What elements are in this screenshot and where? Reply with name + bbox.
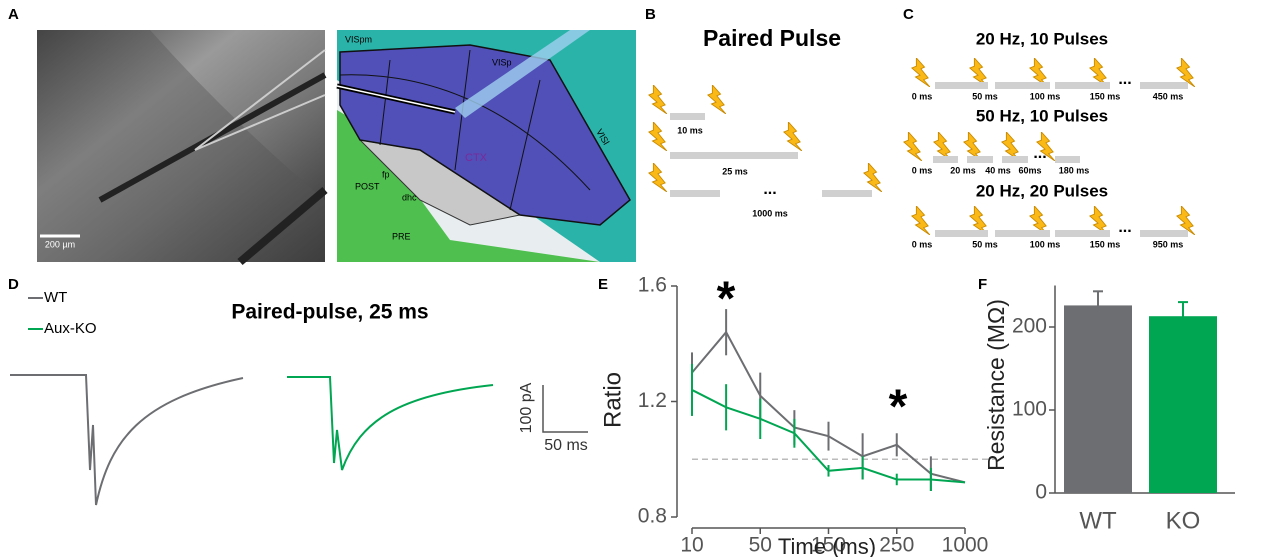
stimulus: [708, 85, 726, 114]
region-label: fp: [382, 169, 390, 179]
panel-label: F: [978, 276, 987, 293]
stimulus: [904, 132, 922, 161]
time-label: 100 ms: [1030, 239, 1061, 249]
interval-bar: [1055, 156, 1080, 163]
bar: [1149, 316, 1217, 493]
y-axis-label: Ratio: [599, 372, 626, 428]
trace: [287, 377, 493, 470]
region-label: CTX: [465, 152, 488, 164]
time-label: 50 ms: [972, 91, 998, 101]
time-label: 100 ms: [1030, 91, 1061, 101]
scale-label: 50 ms: [544, 437, 588, 454]
interval-bar: [670, 113, 705, 120]
x-axis-label: Time (ms): [778, 534, 876, 557]
page: A B C D E F 200 µm VISpm VISp VISl CTX P…: [0, 0, 1280, 557]
interval-bar: [933, 156, 958, 163]
time-label: 60ms: [1018, 165, 1041, 175]
time-label: 150 ms: [1090, 91, 1121, 101]
x-tick-label: WT: [1079, 507, 1117, 534]
stimulus: [649, 163, 667, 192]
y-tick-label: 0.8: [638, 505, 667, 528]
interval-bar: [1055, 82, 1110, 89]
interval-bar: [822, 190, 872, 197]
y-tick-label: 1.2: [638, 389, 667, 412]
y-tick-label: 200: [1012, 315, 1047, 338]
x-tick-label: KO: [1166, 507, 1201, 534]
panel-a: 200 µm VISpm VISp VISl CTX POST PRE dhc …: [37, 30, 636, 262]
interval-bar: [1055, 230, 1110, 237]
time-label: 20 ms: [950, 165, 976, 175]
interval-bar: [1140, 82, 1188, 89]
interval-bar: [670, 190, 720, 197]
interval-bar: [1140, 230, 1188, 237]
interval-bar: [995, 82, 1050, 89]
region-label: VISpm: [345, 34, 372, 44]
panel-d: WT Aux-KO Paired-pulse, 25 ms 100 pA 50 …: [10, 289, 588, 505]
train-title: 20 Hz, 10 Pulses: [976, 29, 1108, 48]
stimulus: [864, 163, 882, 192]
significance: *: [889, 381, 908, 434]
legend-label: WT: [44, 289, 67, 306]
panel-label: D: [8, 276, 19, 293]
interval-bar: [967, 156, 993, 163]
x-tick-label: 10: [680, 534, 703, 557]
interval-label: 10 ms: [677, 125, 703, 135]
scale-bar: [543, 385, 588, 432]
panel-label: A: [8, 6, 19, 23]
stimulus: [784, 122, 802, 151]
ellipsis: ...: [763, 181, 776, 198]
interval-bar: [670, 152, 798, 159]
stimulus: [912, 58, 930, 87]
train-title: 20 Hz, 20 Pulses: [976, 181, 1108, 200]
panel-label: E: [598, 276, 608, 293]
x-tick-label: 50: [749, 534, 772, 557]
time-label: 50 ms: [972, 239, 998, 249]
time-label: 40 ms: [985, 165, 1011, 175]
scale-label: 100 pA: [518, 382, 535, 433]
region-label: POST: [355, 181, 380, 191]
panel-label: C: [903, 6, 914, 23]
time-label: 0 ms: [912, 239, 933, 249]
y-tick-label: 1.6: [638, 274, 667, 297]
stimulus: [649, 122, 667, 151]
y-tick-label: 100: [1012, 398, 1047, 421]
y-tick-label: 0: [1035, 481, 1047, 504]
time-label: 0 ms: [912, 91, 933, 101]
time-label: 0 ms: [912, 165, 933, 175]
x-tick-label: 250: [879, 534, 914, 557]
time-label: 150 ms: [1090, 239, 1121, 249]
panel-c: 20 Hz, 10 Pulses 0 ms 50 ms 100 ms 150 ms 450…: [904, 29, 1195, 249]
interval-bar: [935, 230, 988, 237]
stimulus: [912, 206, 930, 235]
ellipsis: ...: [1118, 71, 1131, 88]
x-tick-label: 1000: [942, 534, 989, 557]
interval-label: 1000 ms: [752, 208, 788, 218]
interval-bar: [935, 82, 988, 89]
ellipsis: ...: [1118, 219, 1131, 236]
panel-title: Paired Pulse: [703, 25, 841, 51]
time-label: 450 ms: [1153, 91, 1184, 101]
region-label: VISp: [492, 57, 512, 67]
trace: [10, 375, 243, 505]
train-title: 50 Hz, 10 Pulses: [976, 106, 1108, 125]
legend-label: Aux-KO: [44, 320, 97, 337]
y-axis-label: Resistance (MΩ): [983, 299, 1009, 471]
region-label: dhc: [402, 192, 417, 202]
interval-bar: [995, 230, 1050, 237]
panel-label: B: [645, 6, 656, 23]
time-label: 180 ms: [1059, 165, 1090, 175]
scale-label: 200 µm: [45, 239, 75, 249]
figure: A B C D E F 200 µm VISpm VISp VISl CTX P…: [0, 0, 1280, 557]
ellipsis: ...: [1033, 145, 1046, 162]
time-label: 950 ms: [1153, 239, 1184, 249]
panel-b: Paired Pulse 10 ms 25 ms ... 1000 ms: [649, 25, 882, 218]
interval-label: 25 ms: [722, 166, 748, 176]
panel-title: Paired-pulse, 25 ms: [231, 301, 428, 324]
region-label: PRE: [392, 231, 411, 241]
bar: [1064, 305, 1132, 493]
interval-bar: [1002, 156, 1028, 163]
stimulus: [649, 85, 667, 114]
